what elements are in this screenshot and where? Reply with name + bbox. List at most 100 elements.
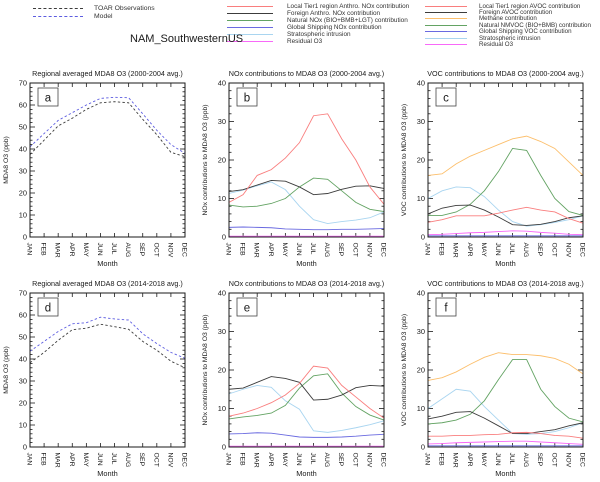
series-line xyxy=(427,230,584,236)
svg-text:JUN: JUN xyxy=(494,243,501,256)
series-lines xyxy=(228,365,385,447)
svg-text:JUL: JUL xyxy=(508,243,515,255)
y-axis-label: VOC contributions to MDA8 O3 (ppb) xyxy=(401,314,408,426)
svg-text:NOV: NOV xyxy=(564,453,571,468)
legend-item: Model xyxy=(33,12,155,20)
svg-text:FEB: FEB xyxy=(239,243,246,257)
svg-text:JUN: JUN xyxy=(96,243,103,256)
svg-text:OCT: OCT xyxy=(351,453,358,467)
panel-c-chart: VOC contributions to MDA8 O3 (2000-2004 … xyxy=(401,69,586,268)
legend-item: Residual O3 xyxy=(425,41,591,48)
panel-letter-box xyxy=(37,297,59,317)
x-tick-label: JUL xyxy=(110,243,117,255)
x-tick-label: MAR xyxy=(54,243,61,258)
y-tick-label: 0 xyxy=(421,232,425,241)
x-tick-label: AUG xyxy=(323,243,330,258)
x-tick-label: DEC xyxy=(181,243,188,257)
series-line xyxy=(29,323,186,369)
svg-text:JUL: JUL xyxy=(309,243,316,255)
series-line xyxy=(228,181,385,224)
y-tick-label: 30 xyxy=(19,376,27,385)
x-tick-label: NOV xyxy=(564,453,571,468)
y-tick-label: 40 xyxy=(417,78,425,87)
legend-item: Natural NMVOC (BIO+BMB) contribution xyxy=(425,22,591,29)
y-tick-label: 40 xyxy=(19,354,27,363)
chart-title: VOC contributions to MDA8 O3 (2014-2018 … xyxy=(427,279,584,288)
series-line xyxy=(427,359,584,425)
series-line xyxy=(29,316,186,359)
x-tick-label: NOV xyxy=(365,243,372,258)
svg-text:AUG: AUG xyxy=(323,243,330,258)
y-tick-label: 40 xyxy=(218,288,226,297)
x-tick-label: NOV xyxy=(564,243,571,258)
y-axis-label: NOx contributions to MDA8 O3 (ppb) xyxy=(202,314,209,425)
legend-label: Residual O3 xyxy=(287,38,323,45)
legend-item: TOAR Observations xyxy=(33,4,155,12)
y-tick-label: 10 xyxy=(19,210,27,219)
svg-text:MAY: MAY xyxy=(480,453,487,468)
legend-line-icon xyxy=(33,7,83,9)
series-lines xyxy=(427,352,584,447)
series-line xyxy=(228,384,385,433)
x-tick-label: OCT xyxy=(152,453,159,467)
x-tick-label: MAR xyxy=(452,243,459,258)
chart-title: NOx contributions to MDA8 O3 (2014-2018 … xyxy=(229,279,384,288)
series-line xyxy=(228,365,385,419)
legend-label: Model xyxy=(94,12,113,20)
svg-text:DEC: DEC xyxy=(579,453,586,467)
x-tick-label: APR xyxy=(267,453,274,467)
x-tick-label: AUG xyxy=(522,453,529,468)
x-tick-label: JUN xyxy=(295,453,302,466)
x-tick-label: OCT xyxy=(152,243,159,257)
x-tick-label: OCT xyxy=(351,453,358,467)
legend-label: Global Shipping NOx contribution xyxy=(287,24,382,31)
svg-text:DEC: DEC xyxy=(380,453,387,467)
legend-line-icon xyxy=(227,34,273,35)
x-tick-label: JAN xyxy=(225,453,232,466)
legend-line-icon xyxy=(425,44,467,46)
x-tick-label: FEB xyxy=(239,453,246,467)
svg-text:AUG: AUG xyxy=(522,453,529,468)
plot-frame xyxy=(228,292,385,448)
x-tick-label: OCT xyxy=(550,453,557,467)
y-tick-label: 10 xyxy=(19,420,27,429)
x-tick-label: MAY xyxy=(480,453,487,468)
x-tick-label: DEC xyxy=(579,453,586,467)
series-lines xyxy=(29,316,186,369)
x-tick-label: MAR xyxy=(54,453,61,468)
legend-label: Stratospheric intrusion xyxy=(287,31,351,38)
svg-text:FEB: FEB xyxy=(438,453,445,467)
x-tick-label: AUG xyxy=(124,243,131,258)
svg-text:SEP: SEP xyxy=(138,243,145,257)
y-tick-label: 20 xyxy=(218,155,226,164)
x-tick-label: JUN xyxy=(96,453,103,466)
x-tick-label: NOV xyxy=(166,243,173,258)
svg-text:DEC: DEC xyxy=(579,243,586,257)
svg-text:NOV: NOV xyxy=(365,453,372,468)
x-tick-label: JUN xyxy=(494,243,501,256)
svg-text:MAR: MAR xyxy=(253,453,260,468)
panel-letter-box xyxy=(435,297,457,317)
svg-text:MAR: MAR xyxy=(452,243,459,258)
y-tick-label: 40 xyxy=(417,288,425,297)
y-tick-label: 20 xyxy=(218,365,226,374)
x-tick-label: FEB xyxy=(438,453,445,467)
series-line xyxy=(29,96,186,154)
series-line xyxy=(228,113,385,205)
svg-text:AUG: AUG xyxy=(323,453,330,468)
y-tick-label: 20 xyxy=(417,155,425,164)
y-tick-label: 10 xyxy=(417,194,425,203)
series-line xyxy=(228,177,385,213)
y-tick-label: 10 xyxy=(218,404,226,413)
x-tick-label: MAR xyxy=(253,243,260,258)
panel-letter: d xyxy=(45,303,51,315)
y-tick-label: 30 xyxy=(417,327,425,336)
svg-text:SEP: SEP xyxy=(138,453,145,467)
x-tick-label: OCT xyxy=(351,243,358,257)
svg-text:DEC: DEC xyxy=(181,453,188,467)
x-tick-label: AUG xyxy=(522,243,529,258)
x-tick-label: JAN xyxy=(26,243,33,256)
legend-line-icon xyxy=(227,27,273,28)
x-tick-label: JUN xyxy=(494,453,501,466)
panel-letter-box xyxy=(236,87,258,107)
